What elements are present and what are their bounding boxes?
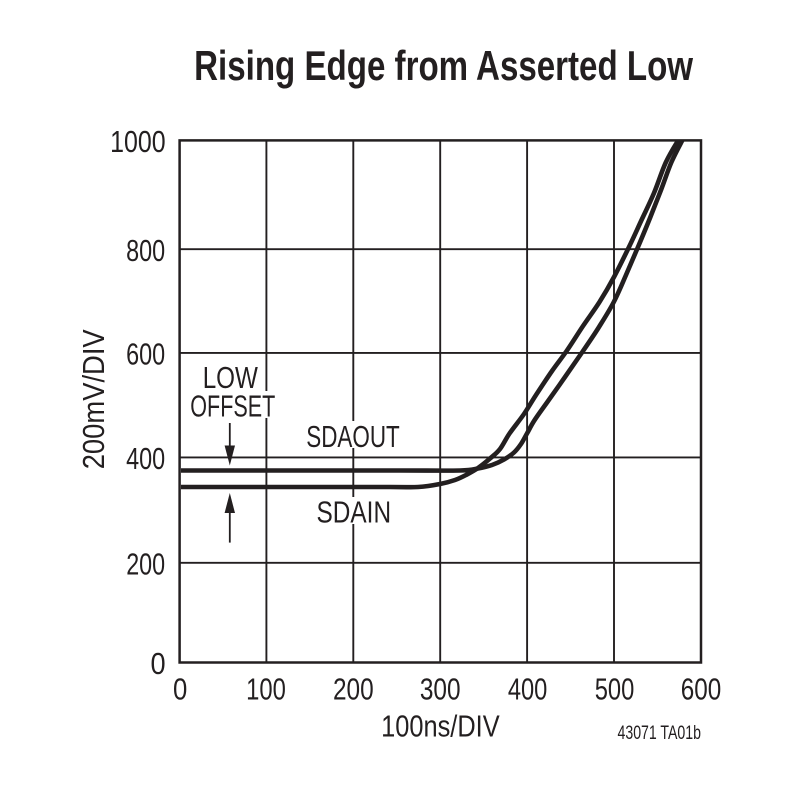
- svg-text:SDAOUT: SDAOUT: [306, 420, 400, 454]
- svg-text:400: 400: [508, 673, 548, 707]
- svg-text:SDAIN: SDAIN: [317, 496, 392, 530]
- svg-text:43071 TA01b: 43071 TA01b: [618, 722, 702, 744]
- svg-text:100ns/DIV: 100ns/DIV: [381, 710, 500, 744]
- svg-text:200mV/DIV: 200mV/DIV: [77, 329, 111, 470]
- svg-text:200: 200: [333, 673, 374, 707]
- svg-text:200: 200: [126, 547, 165, 581]
- svg-text:0: 0: [151, 647, 166, 681]
- svg-text:LOW: LOW: [203, 361, 258, 395]
- svg-text:0: 0: [173, 673, 187, 707]
- svg-text:500: 500: [595, 673, 635, 707]
- svg-text:100: 100: [246, 673, 286, 707]
- svg-text:800: 800: [126, 234, 165, 268]
- svg-text:OFFSET: OFFSET: [190, 390, 275, 424]
- svg-text:400: 400: [126, 442, 165, 476]
- svg-text:Rising Edge from Asserted Low: Rising Edge from Asserted Low: [194, 42, 693, 89]
- svg-text:600: 600: [681, 673, 722, 707]
- svg-text:300: 300: [420, 673, 461, 707]
- svg-text:600: 600: [126, 338, 165, 372]
- svg-text:1000: 1000: [110, 125, 166, 159]
